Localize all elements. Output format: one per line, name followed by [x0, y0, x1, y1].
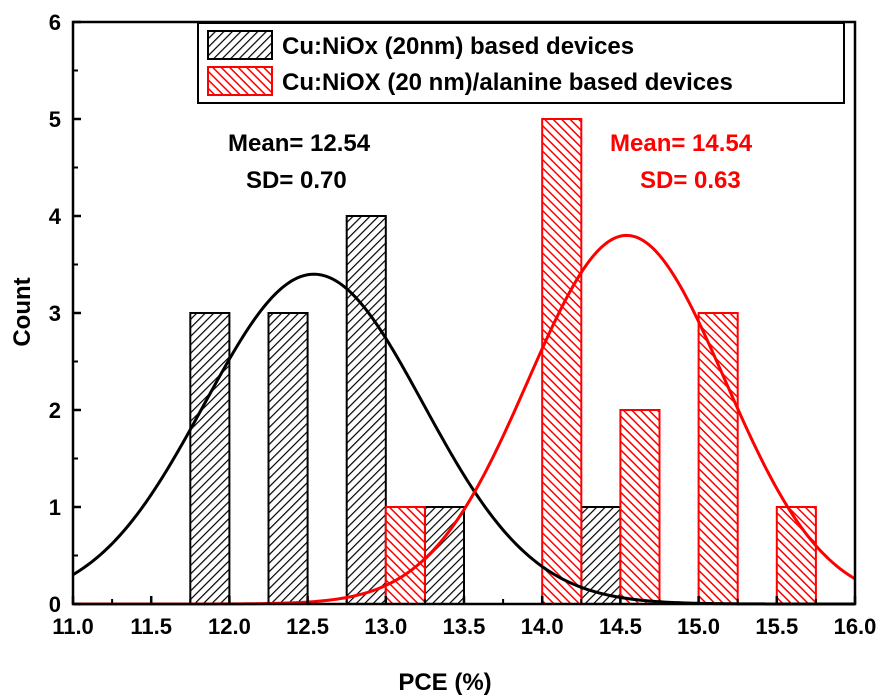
y-tick-label-0: 0 [49, 592, 61, 617]
bar-red-1 [541, 118, 583, 605]
x-tick-label-5: 13.5 [443, 614, 486, 639]
legend-label-red: Cu:NiOX (20 nm)/alanine based devices [282, 69, 733, 96]
x-tick-label-4: 13.0 [364, 614, 407, 639]
bar-red-4 [775, 506, 817, 605]
legend-box [197, 22, 845, 104]
x-tick-label-8: 15.0 [677, 614, 720, 639]
y-axis-title: Count [9, 277, 36, 346]
legend: Cu:NiOx (20nm) based devices Cu:NiOX (20… [197, 22, 845, 104]
y-tick-label-3: 3 [49, 301, 61, 326]
y-tick-label-5: 5 [49, 107, 61, 132]
legend-label-black: Cu:NiOx (20nm) based devices [282, 33, 634, 60]
x-tick-label-10: 16.0 [834, 614, 877, 639]
x-tick-label-2: 12.0 [208, 614, 251, 639]
x-tick-label-0: 11.0 [52, 614, 94, 639]
axes-layer: 11.0 11.5 12.0 12.5 13.0 13.5 14.0 14.5 15.0 15.5… [49, 10, 877, 639]
y-tick-label-2: 2 [49, 398, 61, 423]
legend-swatch-red [207, 66, 273, 96]
bars-layer [189, 118, 817, 605]
y-tick-label-6: 6 [49, 10, 61, 35]
bar-black-3 [423, 506, 465, 605]
x-tick-label-6: 14.0 [521, 614, 564, 639]
bar-black-0 [189, 312, 231, 605]
stat-mean-red: Mean= 14.54 [610, 130, 753, 157]
x-axis-title: PCE (%) [398, 669, 491, 696]
stat-sd-red: SD= 0.63 [640, 167, 741, 194]
legend-swatch-black [207, 30, 273, 60]
y-tick-label-1: 1 [49, 495, 61, 520]
x-tick-label-7: 14.5 [599, 614, 642, 639]
bar-red-0 [384, 506, 426, 605]
bar-red-3 [697, 312, 739, 605]
stat-sd-black: SD= 0.70 [246, 167, 347, 194]
stat-mean-black: Mean= 12.54 [228, 130, 371, 157]
x-tick-label-3: 12.5 [286, 614, 329, 639]
bar-black-1 [267, 312, 309, 605]
x-tick-label-9: 15.5 [755, 614, 798, 639]
bar-red-2 [619, 409, 661, 605]
x-tick-label-1: 11.5 [130, 614, 172, 639]
bar-black-2 [345, 215, 387, 605]
y-tick-label-4: 4 [49, 204, 62, 229]
